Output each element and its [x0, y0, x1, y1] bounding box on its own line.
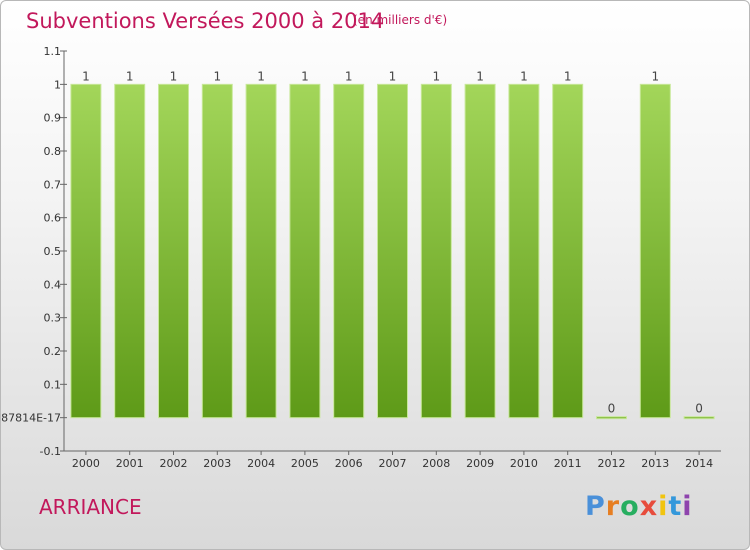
y-tick-label: 0.2 — [44, 345, 62, 358]
bar-2014 — [683, 416, 715, 420]
bar-2009 — [464, 83, 496, 419]
x-tick-label: 2009 — [466, 457, 494, 470]
proxiti-letter: x — [639, 491, 659, 522]
x-tick-label: 2011 — [554, 457, 582, 470]
x-tick-label: 2007 — [379, 457, 407, 470]
y-tick-label: 1.387814E-17 — [1, 412, 61, 425]
y-tick-label: -0.1 — [40, 445, 61, 458]
bar-2013 — [639, 83, 671, 419]
bar-2002 — [158, 83, 189, 419]
data-label: 1 — [520, 69, 528, 83]
commune-name: ARRIANCE — [39, 495, 142, 519]
data-label: 1 — [476, 69, 484, 83]
x-tick-label: 2005 — [291, 457, 319, 470]
data-label: 1 — [82, 69, 90, 83]
proxiti-logo[interactable]: Proxiti — [585, 491, 693, 522]
bar-2005 — [289, 83, 321, 419]
x-tick-label: 2003 — [203, 457, 231, 470]
bar-2006 — [333, 83, 365, 419]
data-label: 1 — [301, 69, 309, 83]
proxiti-letter: i — [682, 491, 693, 522]
x-tick-label: 2012 — [598, 457, 626, 470]
bar-2008 — [420, 83, 452, 419]
x-tick-label: 2000 — [72, 457, 100, 470]
y-tick-label: 0.7 — [44, 178, 62, 191]
bar-2001 — [114, 83, 146, 419]
data-label: 1 — [432, 69, 440, 83]
bar-2007 — [377, 83, 408, 419]
data-label: 0 — [608, 402, 616, 416]
proxiti-letter: t — [668, 491, 683, 522]
x-tick-label: 2004 — [247, 457, 275, 470]
x-tick-label: 2001 — [116, 457, 144, 470]
x-tick-label: 2006 — [335, 457, 363, 470]
data-label: 1 — [345, 69, 353, 83]
bar-2003 — [201, 83, 233, 419]
data-label: 1 — [170, 69, 178, 83]
bar-2012 — [596, 416, 627, 420]
chart-unit: (en milliers d'€) — [353, 13, 448, 27]
data-label: 1 — [126, 69, 134, 83]
x-tick-label: 2008 — [422, 457, 450, 470]
x-tick-label: 2014 — [685, 457, 713, 470]
data-label: 1 — [564, 69, 572, 83]
y-tick-label: 0.5 — [44, 245, 62, 258]
x-tick-label: 2010 — [510, 457, 538, 470]
x-tick-label: 2013 — [641, 457, 669, 470]
bar-2010 — [508, 83, 540, 419]
proxiti-letter: i — [658, 491, 669, 522]
y-tick-label: 0.8 — [44, 145, 62, 158]
y-tick-label: 0.9 — [44, 112, 62, 125]
y-tick-label: 0.1 — [44, 378, 62, 391]
bar-2011 — [552, 83, 584, 419]
data-label: 1 — [651, 69, 659, 83]
y-tick-label: 0.3 — [44, 312, 62, 325]
x-tick-label: 2002 — [160, 457, 188, 470]
proxiti-letter: o — [620, 491, 640, 522]
chart-title: Subventions Versées 2000 à 2014 — [26, 9, 385, 33]
data-label: 1 — [257, 69, 265, 83]
data-label: 0 — [695, 402, 703, 416]
y-tick-label: 1 — [54, 78, 61, 91]
data-label: 1 — [213, 69, 221, 83]
proxiti-letter: r — [605, 491, 621, 522]
data-label: 1 — [389, 69, 397, 83]
bar-2004 — [245, 83, 277, 419]
proxiti-letter: P — [585, 491, 606, 522]
y-tick-label: 0.6 — [44, 212, 62, 225]
bar-2000 — [70, 83, 102, 419]
y-tick-label: 1.1 — [44, 45, 62, 58]
y-tick-label: 0.4 — [44, 278, 62, 291]
